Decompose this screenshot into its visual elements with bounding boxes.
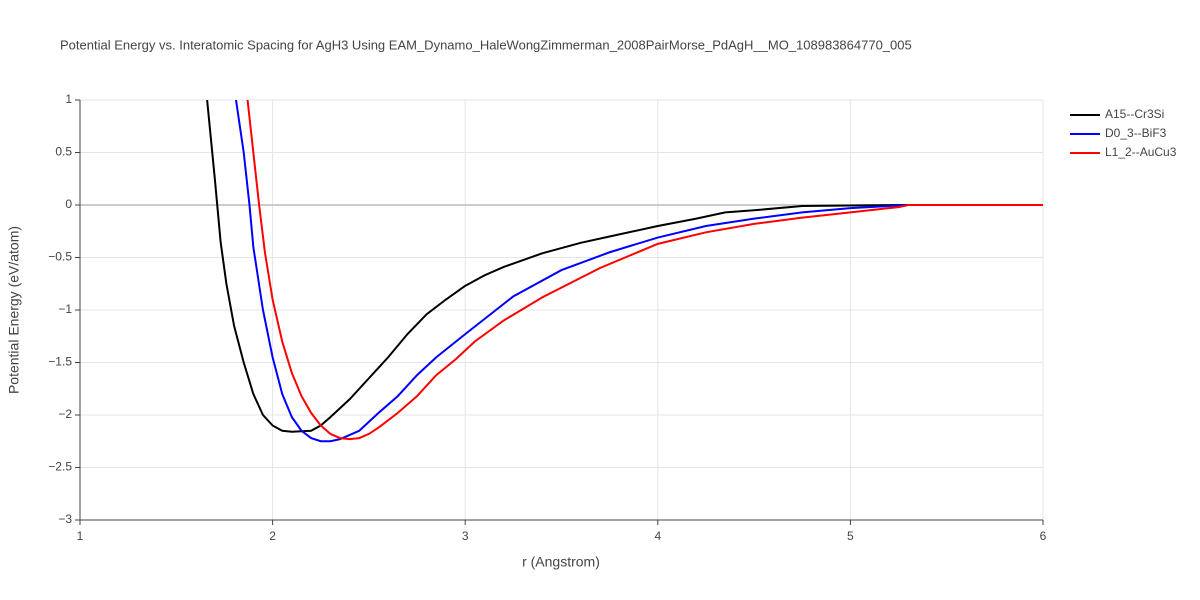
y-tick-label: 0 xyxy=(65,197,72,211)
x-tick-label: 5 xyxy=(847,529,854,543)
grid xyxy=(75,99,1044,525)
x-tick-label: 3 xyxy=(462,529,469,543)
series-line xyxy=(235,100,1043,443)
x-tick-label: 6 xyxy=(1040,529,1047,543)
series-line xyxy=(206,100,1043,433)
chart-title: Potential Energy vs. Interatomic Spacing… xyxy=(60,37,912,52)
y-tick-label: −2 xyxy=(58,407,72,421)
legend: A15--Cr3Si D0_3--BiF3 L1_2--AuCu3 xyxy=(1070,107,1177,159)
y-tick-label: −2.5 xyxy=(48,460,72,474)
y-tick-label: −1.5 xyxy=(48,355,72,369)
x-tick-label: 2 xyxy=(269,529,276,543)
y-tick-label: −1 xyxy=(58,302,72,316)
y-tick-label: −3 xyxy=(58,512,72,526)
plot-area xyxy=(206,100,1043,443)
legend-label: L1_2--AuCu3 xyxy=(1105,145,1177,159)
y-tick-label: 1 xyxy=(65,92,72,106)
x-tick-label: 4 xyxy=(654,529,661,543)
legend-label: D0_3--BiF3 xyxy=(1105,126,1167,140)
y-tick-label: 0.5 xyxy=(55,145,72,159)
x-tick-label: 1 xyxy=(77,529,84,543)
y-axis-label: Potential Energy (eV/atom) xyxy=(6,226,22,394)
y-tick-label: −0.5 xyxy=(48,250,72,264)
x-axis-label: r (Angstrom) xyxy=(522,554,600,570)
legend-label: A15--Cr3Si xyxy=(1105,107,1164,121)
series-line xyxy=(246,100,1043,441)
